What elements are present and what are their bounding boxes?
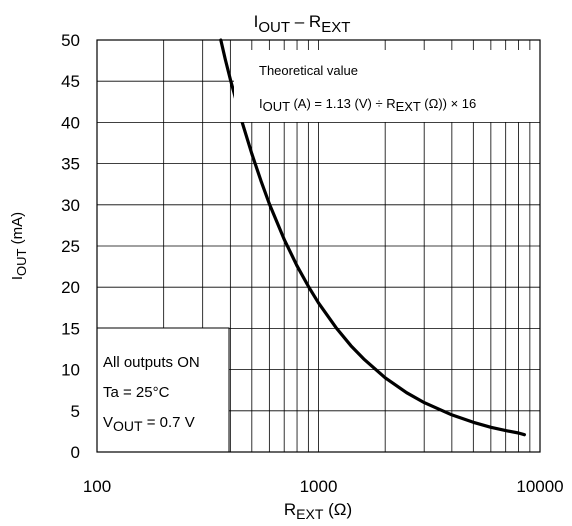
vout-sub: OUT bbox=[113, 418, 143, 434]
title-main-sub: OUT bbox=[258, 19, 290, 36]
vout-main: V bbox=[103, 414, 113, 431]
conditions-line-1: All outputs ON bbox=[103, 354, 200, 371]
y-tick-label: 20 bbox=[61, 278, 80, 297]
y-tick-label: 50 bbox=[61, 31, 80, 50]
y-tick-label: 35 bbox=[61, 155, 80, 174]
x-axis-title: REXT (Ω) bbox=[284, 500, 352, 522]
title-var: R bbox=[309, 12, 321, 31]
theory-title: Theoretical value bbox=[259, 63, 358, 78]
series-line bbox=[219, 38, 527, 437]
x-tick-label: 10000 bbox=[516, 477, 563, 496]
y-tick-label: 15 bbox=[61, 319, 80, 338]
y-tick-label: 5 bbox=[71, 402, 80, 421]
x-tick-label: 1000 bbox=[300, 477, 338, 496]
formula-prefix-sub: OUT bbox=[263, 99, 291, 114]
theory-annotation: Theoretical value IOUT (A) = 1.13 (V) ÷ … bbox=[234, 50, 540, 122]
formula-mid: (A) = 1.13 (V) ÷ R bbox=[290, 96, 396, 111]
y-axis-title: IOUT (mA) bbox=[9, 212, 29, 280]
y-tick-label: 0 bbox=[71, 443, 80, 462]
ylabel-main: I bbox=[9, 276, 26, 280]
conditions-line-3: VOUT = 0.7 V bbox=[103, 414, 195, 434]
ylabel-sub: OUT bbox=[14, 248, 29, 276]
xlabel-unit: (Ω) bbox=[323, 500, 352, 519]
theory-formula: IOUT (A) = 1.13 (V) ÷ REXT (Ω)) × 16 bbox=[259, 96, 476, 114]
title-main: I bbox=[254, 12, 259, 31]
title-var-sub: EXT bbox=[321, 19, 350, 36]
ylabel-unit: (mA) bbox=[9, 212, 26, 249]
vout-rest: = 0.7 V bbox=[143, 414, 195, 431]
y-tick-label: 25 bbox=[61, 237, 80, 256]
chart-title: IOUT – REXT bbox=[254, 12, 351, 36]
formula-mid-sub: EXT bbox=[396, 99, 421, 114]
y-tick-label: 40 bbox=[61, 113, 80, 132]
y-tick-label: 10 bbox=[61, 361, 80, 380]
x-tick-label: 100 bbox=[83, 477, 111, 496]
plot-frame bbox=[96, 39, 541, 453]
xlabel-sub: EXT bbox=[296, 506, 324, 522]
tick-labels: 0 5 10 15 20 25 30 35 40 45 50 100 1000 10000 bbox=[61, 31, 564, 496]
theory-box bbox=[234, 50, 540, 122]
title-sep: – bbox=[290, 12, 309, 31]
conditions-annotation: All outputs ON Ta = 25°C VOUT = 0.7 V bbox=[96, 327, 230, 453]
y-tick-label: 45 bbox=[61, 72, 80, 91]
formula-suffix: (Ω)) × 16 bbox=[421, 96, 477, 111]
xlabel-main: R bbox=[284, 500, 296, 519]
conditions-box bbox=[96, 327, 230, 453]
curve-layer bbox=[219, 38, 527, 437]
y-tick-label: 30 bbox=[61, 196, 80, 215]
conditions-line-2: Ta = 25°C bbox=[103, 384, 170, 401]
formula-prefix: I bbox=[259, 96, 263, 111]
